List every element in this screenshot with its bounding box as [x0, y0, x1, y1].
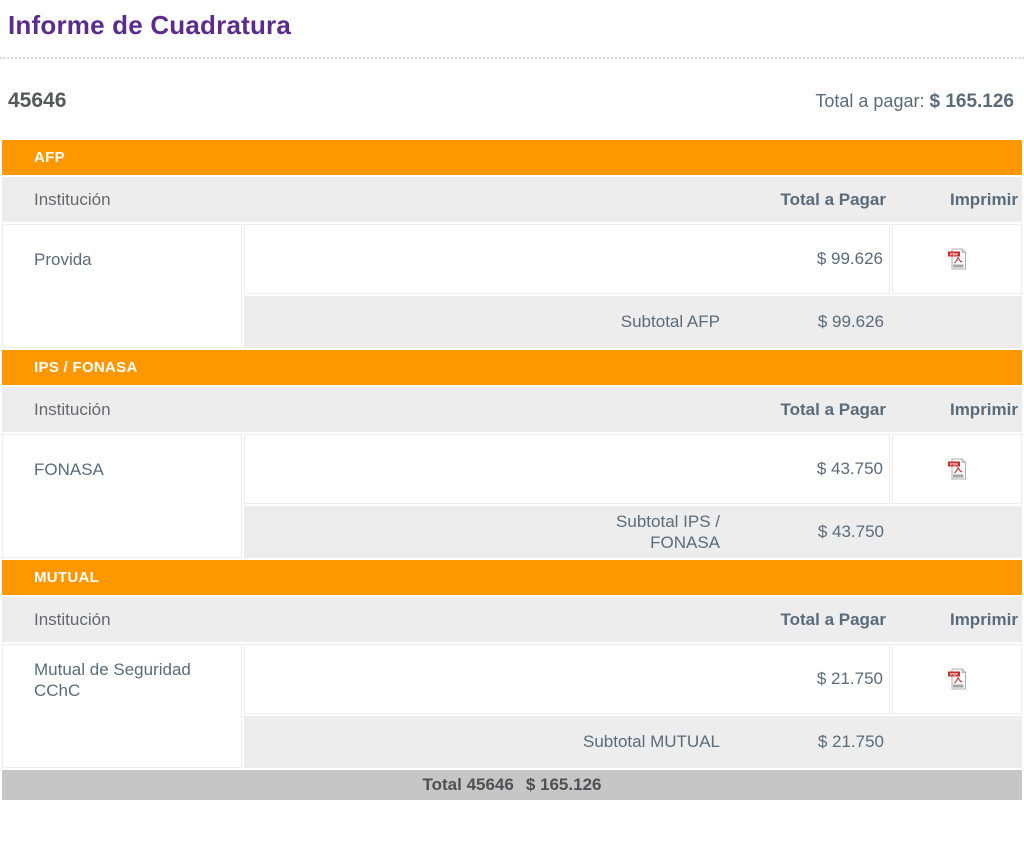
print-cell: PDF	[892, 644, 1022, 714]
section-afp: AFP Institución Total a Pagar Imprimir P…	[2, 140, 1022, 348]
subtotal-row: Subtotal AFP $ 99.626	[244, 296, 1022, 348]
report-table: AFP Institución Total a Pagar Imprimir P…	[2, 140, 1022, 800]
column-total-a-pagar: Total a Pagar	[780, 609, 887, 629]
pdf-icon[interactable]: PDF	[947, 668, 967, 690]
page-title: Informe de Cuadratura	[8, 10, 292, 40]
section-ips-fonasa: IPS / FONASA Institución Total a Pagar I…	[2, 350, 1022, 558]
institution-cell: Provida	[2, 224, 242, 348]
subtotal-value: $ 21.750	[817, 732, 884, 751]
subtotal-label: Subtotal MUTUAL	[583, 732, 720, 752]
institution-cell: Mutual de Seguridad CChC	[2, 644, 242, 768]
institution-name: Provida	[34, 250, 92, 270]
column-total-a-pagar: Total a Pagar	[780, 399, 887, 419]
amount-value: $ 99.626	[244, 224, 890, 294]
total-a-pagar: Total a pagar: $ 165.126	[815, 91, 1014, 113]
subtotal-value: $ 43.750	[817, 522, 884, 541]
section-title: IPS / FONASA	[34, 359, 138, 376]
print-cell: PDF	[892, 434, 1022, 504]
column-header-row: Institución Total a Pagar Imprimir	[2, 387, 1022, 432]
informe-cuadratura-page: Informe de Cuadratura 45646 Total a paga…	[0, 10, 1024, 800]
section-title: MUTUAL	[34, 569, 100, 586]
table-row: Provida $ 99.626 PDF	[2, 224, 1022, 348]
section-header-ips-fonasa: IPS / FONASA	[2, 350, 1022, 385]
institution-name: FONASA	[34, 460, 104, 480]
column-imprimir: Imprimir	[949, 189, 1018, 209]
table-row: Mutual de Seguridad CChC $ 21.750	[2, 644, 1022, 768]
column-institucion: Institución	[34, 189, 111, 209]
total-a-pagar-value: $ 165.126	[929, 91, 1014, 112]
dotted-divider	[0, 57, 1024, 59]
svg-text:PDF: PDF	[950, 671, 959, 676]
svg-text:PDF: PDF	[950, 461, 959, 466]
section-mutual: MUTUAL Institución Total a Pagar Imprimi…	[2, 560, 1022, 768]
subtotal-label: Subtotal AFP	[620, 312, 720, 332]
column-institucion: Institución	[34, 399, 111, 419]
svg-text:PDF: PDF	[950, 251, 959, 256]
column-imprimir: Imprimir	[949, 399, 1018, 419]
subtotal-row: Subtotal IPS / FONASA $ 43.750	[244, 506, 1022, 558]
employer-code: 45646	[8, 89, 67, 112]
amount-value: $ 43.750	[244, 434, 890, 504]
institution-name: Mutual de Seguridad CChC	[34, 659, 191, 700]
summary-row: 45646 Total a pagar: $ 165.126	[0, 59, 1024, 113]
table-row: FONASA $ 43.750 PDF	[2, 434, 1022, 558]
section-title: AFP	[34, 149, 65, 166]
subtotal-value: $ 99.626	[817, 312, 884, 331]
column-total-a-pagar: Total a Pagar	[780, 189, 887, 209]
subtotal-row: Subtotal MUTUAL $ 21.750	[244, 716, 1022, 768]
amount-value: $ 21.750	[244, 644, 890, 714]
column-institucion: Institución	[34, 609, 111, 629]
total-a-pagar-label: Total a pagar:	[815, 91, 925, 111]
column-header-row: Institución Total a Pagar Imprimir	[2, 597, 1022, 642]
grand-total-bar: Total 45646 $ 165.126	[2, 770, 1022, 800]
grand-total-value: $ 165.126	[525, 775, 602, 794]
column-imprimir: Imprimir	[949, 609, 1018, 629]
column-header-row: Institución Total a Pagar Imprimir	[2, 177, 1022, 222]
pdf-icon[interactable]: PDF	[947, 458, 967, 480]
pdf-icon[interactable]: PDF	[947, 248, 967, 270]
section-header-afp: AFP	[2, 140, 1022, 175]
institution-cell: FONASA	[2, 434, 242, 558]
section-header-mutual: MUTUAL	[2, 560, 1022, 595]
print-cell: PDF	[892, 224, 1022, 294]
grand-total-label: Total 45646	[422, 775, 514, 794]
subtotal-label: Subtotal IPS / FONASA	[616, 511, 720, 552]
